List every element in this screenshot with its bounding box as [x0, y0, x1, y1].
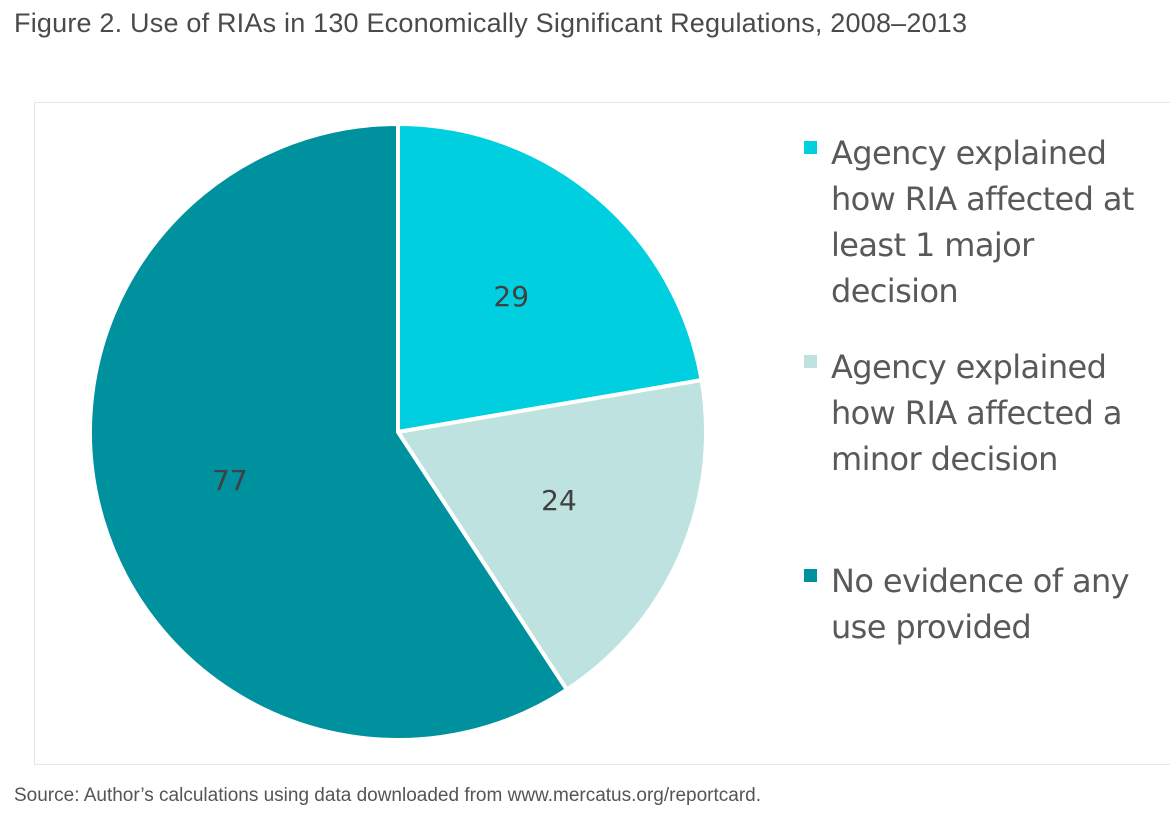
legend-swatch-major-decision — [804, 141, 817, 154]
legend-swatch-no-evidence — [804, 569, 817, 582]
legend-label-minor-decision: Agency explained how RIA affected a mino… — [831, 348, 1122, 478]
legend-swatch-minor-decision — [804, 355, 817, 368]
legend-label-major-decision: Agency explained how RIA affected at lea… — [831, 134, 1134, 310]
slice-value-label-3: 77 — [212, 464, 248, 497]
pie-slice-3 — [88, 122, 569, 742]
figure-title: Figure 2. Use of RIAs in 130 Economicall… — [14, 8, 968, 38]
source-note: Source: Author’s calculations using data… — [14, 785, 762, 806]
slice-value-label-2: 24 — [541, 484, 577, 517]
legend-label-no-evidence: No evidence of any use provided — [831, 562, 1130, 646]
pie-slice-1 — [396, 122, 704, 434]
pie-slice-2 — [396, 378, 708, 692]
slice-value-label-1: 29 — [493, 280, 529, 313]
